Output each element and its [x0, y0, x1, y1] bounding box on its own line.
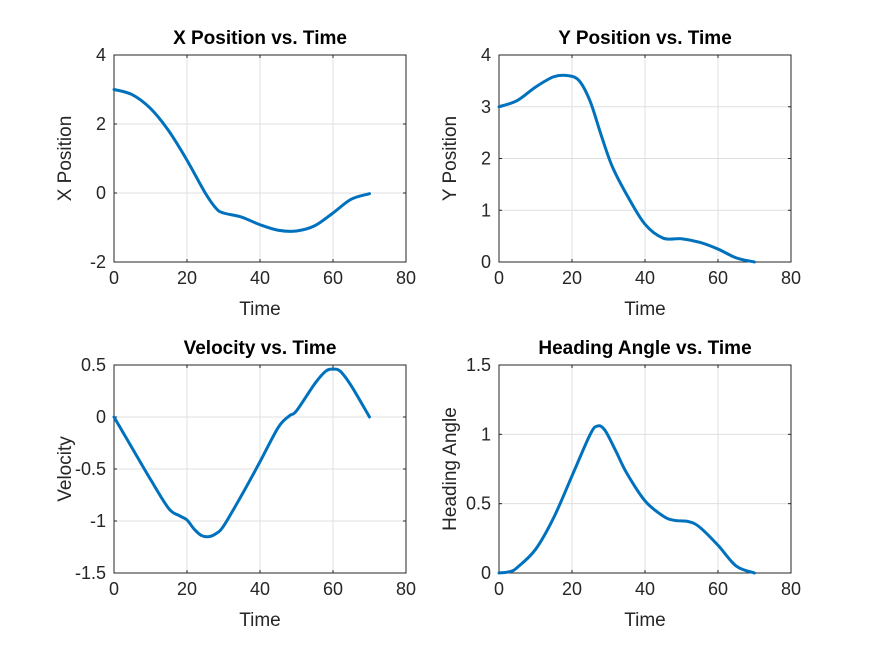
y-tick-label: -1 [90, 511, 106, 531]
y-tick-label: 0.5 [466, 494, 491, 514]
y-tick-label: -0.5 [75, 459, 106, 479]
y-tick-label: 2 [96, 114, 106, 134]
series-line [497, 73, 756, 264]
y-tick-label: 1.5 [466, 355, 491, 375]
x-tick-label: 40 [250, 268, 270, 288]
chart-title: X Position vs. Time [173, 28, 347, 49]
x-tick-label: 0 [109, 268, 119, 288]
x-tick-label: 60 [708, 268, 728, 288]
x-tick-label: 80 [781, 579, 801, 599]
subplot-y-position: 0 20 40 60 80 0 1 2 3 4 Y Position vs. Time Time Y P… [440, 28, 801, 320]
x-tick-label: 20 [177, 268, 197, 288]
x-tick-label: 40 [250, 579, 270, 599]
y-axis-label: X Position [55, 116, 76, 202]
series-line [112, 367, 371, 539]
y-axis-label: Heading Angle [440, 407, 461, 531]
y-tick-label: 0 [481, 563, 491, 583]
y-tick-label: 0.5 [81, 355, 106, 375]
y-tick-label: 0 [96, 183, 106, 203]
x-tick-label: 0 [494, 579, 504, 599]
y-tick-label: -1.5 [75, 563, 106, 583]
x-tick-label: 60 [708, 579, 728, 599]
y-tick-label: 4 [96, 45, 106, 65]
series-line [112, 88, 371, 233]
x-tick-label: 20 [177, 579, 197, 599]
chart-title: Velocity vs. Time [184, 338, 337, 359]
y-tick-label: 3 [481, 97, 491, 117]
subplot-velocity: 0 20 40 60 80 -1.5 -1 -0.5 0 0.5 Velocity vs. Time… [55, 338, 416, 631]
x-tick-label: 0 [109, 579, 119, 599]
x-tick-label: 80 [781, 268, 801, 288]
y-tick-label: 1 [481, 200, 491, 220]
x-tick-label: 60 [323, 268, 343, 288]
x-tick-label: 80 [396, 579, 416, 599]
y-tick-label: 4 [481, 45, 491, 65]
chart-title: Heading Angle vs. Time [538, 338, 751, 359]
y-tick-label: 1 [481, 424, 491, 444]
x-tick-label: 40 [635, 579, 655, 599]
x-tick-label: 20 [562, 268, 582, 288]
x-axis-label: Time [624, 610, 666, 631]
y-tick-label: -2 [90, 252, 106, 272]
x-tick-label: 40 [635, 268, 655, 288]
y-tick-label: 0 [96, 407, 106, 427]
x-tick-label: 60 [323, 579, 343, 599]
x-axis-label: Time [239, 299, 281, 320]
subplot-heading-angle: 0 20 40 60 80 0 0.5 1 1.5 Heading Angle vs. Time T… [440, 338, 801, 631]
x-tick-label: 0 [494, 268, 504, 288]
y-axis-label: Y Position [440, 116, 461, 201]
x-axis-label: Time [239, 610, 281, 631]
y-axis-label: Velocity [55, 436, 76, 502]
series-line [497, 424, 756, 575]
y-tick-label: 0 [481, 252, 491, 272]
chart-title: Y Position vs. Time [558, 28, 732, 49]
y-tick-label: 2 [481, 149, 491, 169]
x-axis-label: Time [624, 299, 666, 320]
x-tick-label: 20 [562, 579, 582, 599]
x-tick-label: 80 [396, 268, 416, 288]
